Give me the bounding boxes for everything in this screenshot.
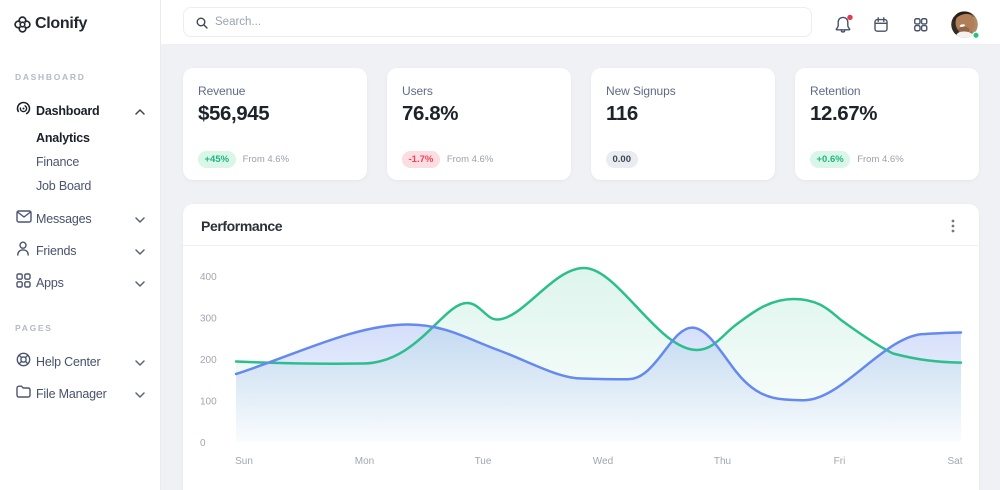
svg-text:Tue: Tue <box>475 456 492 467</box>
svg-text:400: 400 <box>200 272 217 283</box>
svg-text:300: 300 <box>200 314 217 325</box>
svg-text:Fri: Fri <box>834 456 846 467</box>
svg-text:Thu: Thu <box>714 456 731 467</box>
svg-text:100: 100 <box>200 397 217 408</box>
svg-text:Wed: Wed <box>593 456 613 467</box>
svg-text:Mon: Mon <box>355 456 374 467</box>
svg-text:Sun: Sun <box>235 456 253 467</box>
svg-text:200: 200 <box>200 355 217 366</box>
svg-text:Sat: Sat <box>947 456 962 467</box>
svg-text:0: 0 <box>200 438 206 449</box>
